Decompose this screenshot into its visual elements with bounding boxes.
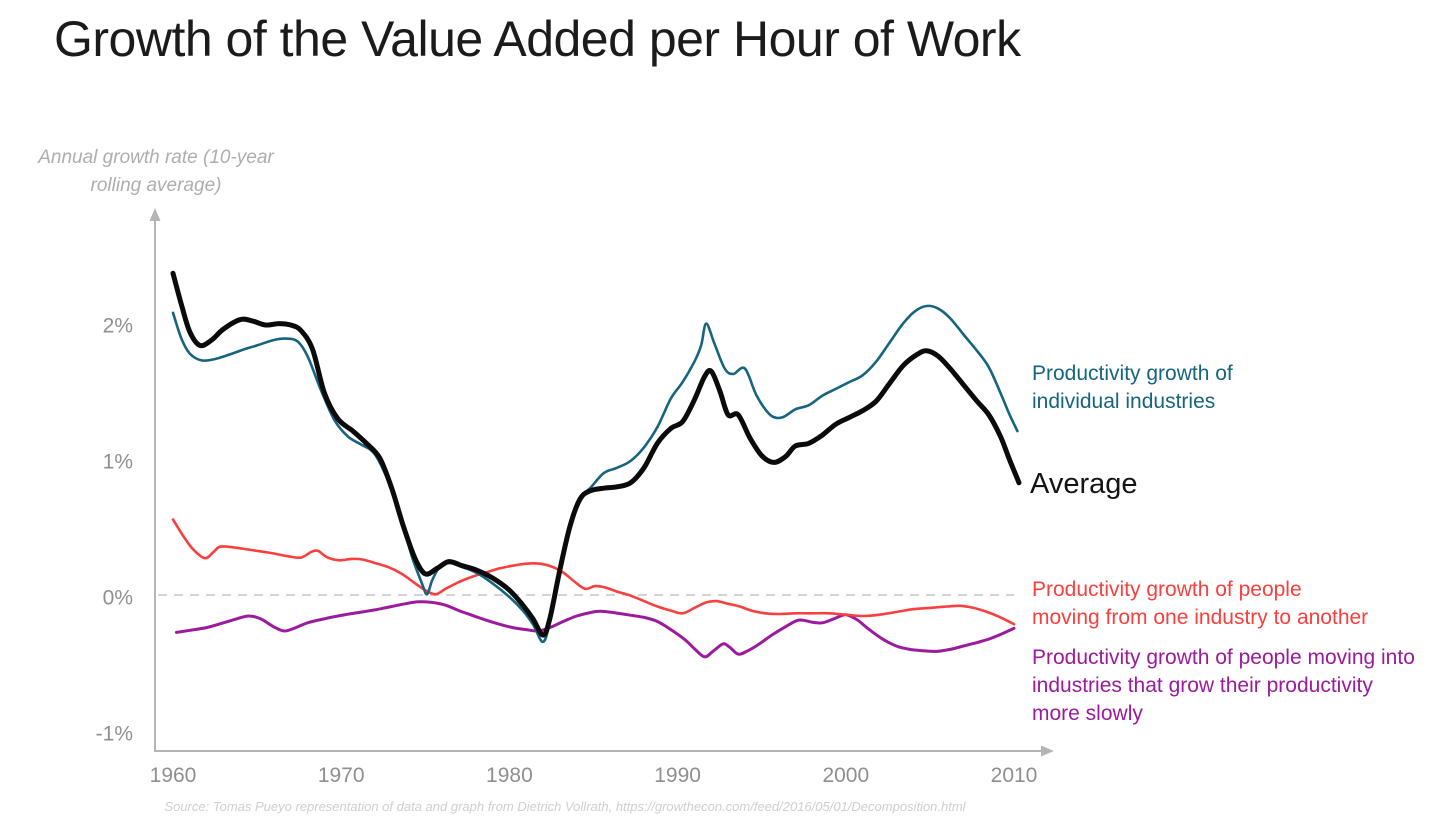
y-axis-label: Annual growth rate (10-year rolling aver…: [6, 144, 306, 200]
legend-between-industries-line1: Productivity growth of people: [1032, 578, 1302, 601]
y-tick-label: 0%: [103, 587, 133, 610]
y-tick-label: 1%: [103, 451, 133, 474]
series-line-productivity-growth-of-people-moving-int: [174, 600, 1016, 659]
legend-individual-industries-line1: Productivity growth of: [1032, 362, 1233, 385]
chart-title: Growth of the Value Added per Hour of Wo…: [54, 11, 1021, 67]
x-tick-label: 1960: [150, 764, 197, 787]
y-axis-arrow-icon: [149, 208, 161, 221]
legend-slower-industries-line1: Productivity growth of people moving int…: [1032, 646, 1415, 669]
x-axis-arrow-icon: [1041, 745, 1054, 757]
legend-between-industries-line2: moving from one industry to another: [1032, 606, 1369, 629]
x-tick-label: 1990: [654, 764, 701, 787]
legend-slower-industries-line3: more slowly: [1032, 702, 1143, 725]
x-tick-label: 1980: [486, 764, 533, 787]
series-line-productivity-growth-of-individual-indust: [171, 304, 1019, 644]
source-attribution: Source: Tomas Pueyo representation of da…: [164, 799, 966, 814]
legend-individual-industries-line2: individual industries: [1032, 390, 1216, 413]
legend-slower-industries: Productivity growth of people moving int…: [1032, 644, 1415, 728]
y-axis-label-line2: rolling average): [90, 175, 222, 196]
y-axis-label-line1: Annual growth rate (10-year: [38, 147, 274, 168]
y-tick-label: 2%: [103, 315, 133, 338]
x-tick-label: 2010: [991, 764, 1038, 787]
x-tick-label: 2000: [822, 764, 869, 787]
legend-between-industries: Productivity growth of people moving fro…: [1032, 576, 1368, 632]
legend-slower-industries-line2: industries that grow their productivity: [1032, 674, 1373, 697]
series-line-productivity-growth-of-people-moving-fro: [171, 518, 1016, 626]
legend-individual-industries: Productivity growth of individual indust…: [1032, 360, 1233, 416]
series-line-average: [170, 270, 1022, 638]
x-tick-label: 1970: [318, 764, 365, 787]
legend-average: Average: [1030, 468, 1138, 500]
y-tick-label: -1%: [96, 723, 133, 746]
